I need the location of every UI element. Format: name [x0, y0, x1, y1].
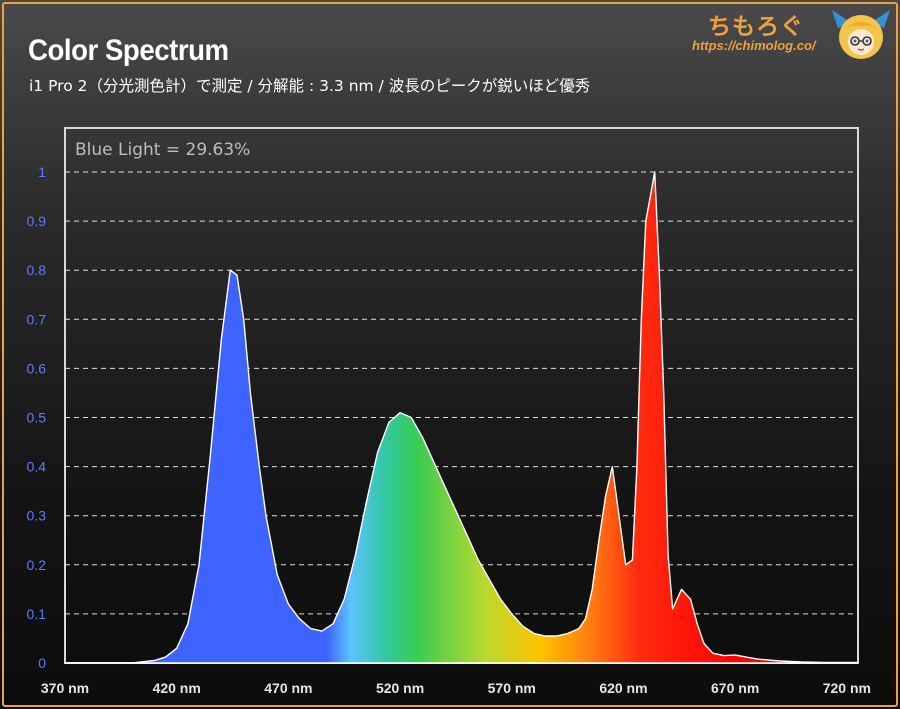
x-tick-label: 620 nm	[599, 680, 647, 696]
y-tick-label: 0.9	[27, 213, 47, 229]
y-tick-label: 1	[38, 164, 46, 180]
x-tick-label: 470 nm	[264, 680, 312, 696]
chart-subtitle: i1 Pro 2（分光測色計）で測定 / 分解能 : 3.3 nm / 波長のピ…	[29, 77, 591, 95]
y-tick-label: 0.4	[27, 459, 47, 475]
spectrum-area	[64, 171, 859, 664]
x-tick-label: 370 nm	[41, 680, 89, 696]
x-tick-label: 570 nm	[488, 680, 536, 696]
y-tick-label: 0.3	[27, 508, 47, 524]
blue-light-annotation: Blue Light = 29.63%	[75, 140, 250, 160]
y-tick-label: 0.2	[27, 557, 47, 573]
x-tick-label: 420 nm	[153, 680, 201, 696]
y-tick-label: 0.1	[27, 606, 47, 622]
x-tick-label: 670 nm	[711, 680, 759, 696]
y-tick-label: 0.6	[27, 360, 47, 376]
x-tick-label: 720 nm	[823, 680, 871, 696]
brand-logo-text: ちもろぐ	[708, 14, 804, 40]
brand-url[interactable]: https://chimolog.co/	[692, 38, 816, 53]
x-tick-label: 520 nm	[376, 680, 424, 696]
y-tick-label: 0.7	[27, 311, 47, 327]
y-tick-label: 0.5	[27, 410, 47, 426]
mascot-avatar-icon	[832, 10, 890, 59]
chart-title: Color Spectrum	[28, 34, 229, 67]
y-tick-label: 0.8	[27, 262, 47, 278]
y-tick-label: 0	[38, 655, 46, 671]
